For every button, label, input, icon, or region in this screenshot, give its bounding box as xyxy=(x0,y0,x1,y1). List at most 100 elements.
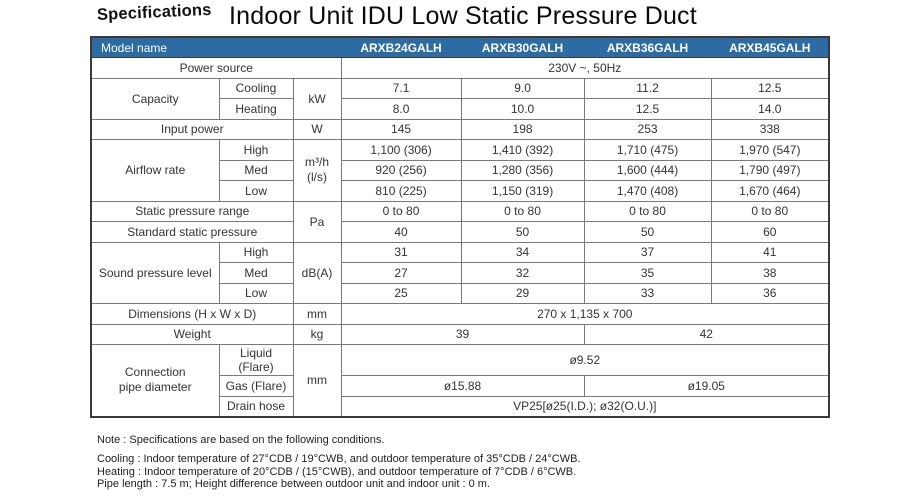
sound-low-row: Low 25 29 33 36 xyxy=(91,282,830,304)
section-label: Specifications xyxy=(96,0,212,24)
input-power-label: Input power xyxy=(90,118,294,140)
airflow-high-value: 1,410 (392) xyxy=(460,139,585,161)
airflow-high-value: 1,100 (306) xyxy=(340,139,462,161)
pipe-diameter-label: Connection pipe diameter xyxy=(90,344,220,417)
capacity-unit: kW xyxy=(292,77,342,120)
input-power-value: 198 xyxy=(460,118,585,140)
airflow-med-value: 1,280 (356) xyxy=(460,159,585,181)
table-header-row: Model name ARXB24GALH ARXB30GALH ARXB36G… xyxy=(90,36,830,58)
input-power-value: 338 xyxy=(710,118,830,140)
input-power-unit: W xyxy=(292,118,342,140)
capacity-heating-value: 12.5 xyxy=(583,98,712,120)
airflow-high-sub-label: High xyxy=(218,139,294,161)
standard-static-pressure-row: Standard static pressure 40 50 50 60 xyxy=(90,221,830,243)
capacity-heating-value: 10.0 xyxy=(460,98,585,120)
model-column-header: ARXB36GALH xyxy=(583,36,712,58)
power-source-value: 230V ~, 50Hz xyxy=(340,57,830,79)
sound-high-value: 37 xyxy=(583,241,712,263)
standard-static-pressure-label: Standard static pressure xyxy=(90,221,294,243)
page-title: Indoor Unit IDU Low Static Pressure Duct xyxy=(229,2,697,30)
sound-unit: dB(A) xyxy=(292,241,342,304)
capacity-cooling-value: 11.2 xyxy=(583,77,712,99)
model-column-header: ARXB24GALH xyxy=(340,36,462,58)
sound-med-value: 38 xyxy=(710,262,830,284)
heating-sub-label: Heating xyxy=(218,98,294,120)
airflow-low-value: 1,470 (408) xyxy=(583,180,712,202)
airflow-low-sub-label: Low xyxy=(218,180,294,202)
capacity-cooling-row: Capacity Cooling kW 7.1 9.0 11.2 12.5 xyxy=(90,77,830,120)
pipe-unit: mm xyxy=(292,344,342,417)
power-source-label: Power source xyxy=(90,57,342,79)
dimensions-label: Dimensions (H x W x D) xyxy=(90,303,294,325)
static-pressure-range-value: 0 to 80 xyxy=(340,200,462,222)
input-power-row: Input power W 145 198 253 338 xyxy=(90,118,830,140)
capacity-heating-value: 8.0 xyxy=(340,98,462,120)
pressure-unit: Pa xyxy=(292,200,342,243)
static-pressure-range-row: Static pressure range Pa 0 to 80 0 to 80… xyxy=(90,200,830,243)
airflow-med-value: 1,790 (497) xyxy=(710,159,830,181)
airflow-low-row: Low 810 (225) 1,150 (319) 1,470 (408) 1,… xyxy=(91,180,830,202)
model-column-header: ARXB45GALH xyxy=(710,36,830,58)
static-pressure-range-value: 0 to 80 xyxy=(710,200,830,222)
airflow-label: Airflow rate xyxy=(90,139,220,202)
notes-section: Note : Specifications are based on the f… xyxy=(97,434,581,491)
sound-med-value: 35 xyxy=(583,262,712,284)
weight-value: 42 xyxy=(583,323,830,345)
sound-low-sub-label: Low xyxy=(218,282,294,304)
capacity-cooling-value: 12.5 xyxy=(710,77,830,99)
note-heating-condition: Heating : Indoor temperature of 20°CDB /… xyxy=(97,465,577,478)
airflow-med-value: 920 (256) xyxy=(340,159,462,181)
sound-low-value: 25 xyxy=(340,282,462,304)
static-pressure-range-label: Static pressure range xyxy=(90,200,294,222)
note-pipe-condition: Pipe length : 7.5 m; Height difference b… xyxy=(97,478,490,491)
airflow-med-value: 1,600 (444) xyxy=(583,159,712,181)
model-name-header: Model name xyxy=(90,36,342,58)
standard-static-pressure-value: 60 xyxy=(710,221,830,243)
airflow-low-value: 1,150 (319) xyxy=(460,180,585,202)
sound-high-value: 41 xyxy=(710,241,830,263)
sound-label: Sound pressure level xyxy=(90,241,220,304)
standard-static-pressure-value: 50 xyxy=(460,221,585,243)
sound-med-sub-label: Med xyxy=(218,262,294,284)
airflow-high-row: Airflow rate High m³/h (l/s) 1,100 (306)… xyxy=(90,139,830,202)
static-pressure-range-value: 0 to 80 xyxy=(460,200,585,222)
standard-static-pressure-value: 40 xyxy=(340,221,462,243)
dimensions-unit: mm xyxy=(292,303,342,325)
specifications-table: Model name ARXB24GALH ARXB30GALH ARXB36G… xyxy=(90,36,831,418)
pipe-drain-row: Drain hose VP25[ø25(I.D.); ø32(O.U.)] xyxy=(91,395,830,417)
weight-value: 39 xyxy=(340,323,585,345)
static-pressure-range-value: 0 to 80 xyxy=(583,200,712,222)
sound-high-value: 34 xyxy=(460,241,585,263)
input-power-value: 145 xyxy=(340,118,462,140)
pipe-drain-sub-label: Drain hose xyxy=(218,395,294,417)
sound-med-row: Med 27 32 35 38 xyxy=(91,262,830,284)
sound-low-value: 29 xyxy=(460,282,585,304)
pipe-gas-value: ø15.88 xyxy=(340,375,585,397)
sound-med-value: 32 xyxy=(460,262,585,284)
note-cooling-condition: Cooling : Indoor temperature of 27°CDB /… xyxy=(97,453,581,465)
pipe-liquid-row: Connection pipe diameter Liquid (Flare) … xyxy=(90,344,830,417)
sound-high-value: 31 xyxy=(340,241,462,263)
pipe-liquid-value: ø9.52 xyxy=(340,344,830,376)
sound-med-value: 27 xyxy=(340,262,462,284)
airflow-low-value: 1,670 (464) xyxy=(710,180,830,202)
weight-row: Weight kg 39 42 xyxy=(90,323,830,345)
dimensions-row: Dimensions (H x W x D) mm 270 x 1,135 x … xyxy=(90,303,830,325)
input-power-value: 253 xyxy=(583,118,712,140)
sound-high-row: Sound pressure level High dB(A) 31 34 37… xyxy=(90,241,830,304)
airflow-med-sub-label: Med xyxy=(218,159,294,181)
capacity-heating-value: 14.0 xyxy=(710,98,830,120)
cooling-sub-label: Cooling xyxy=(218,77,294,99)
weight-unit: kg xyxy=(292,323,342,345)
pipe-drain-value: VP25[ø25(I.D.); ø32(O.U.)] xyxy=(340,395,830,417)
capacity-label: Capacity xyxy=(90,77,220,120)
pipe-gas-value: ø19.05 xyxy=(583,375,830,397)
title-bar: Specifications Indoor Unit IDU Low Stati… xyxy=(0,0,900,36)
standard-static-pressure-value: 50 xyxy=(583,221,712,243)
sound-low-value: 36 xyxy=(710,282,830,304)
model-column-header: ARXB30GALH xyxy=(460,36,585,58)
capacity-cooling-value: 7.1 xyxy=(340,77,462,99)
note-heading: Note : Specifications are based on the f… xyxy=(97,434,385,446)
power-source-row: Power source 230V ~, 50Hz xyxy=(90,57,830,79)
airflow-low-value: 810 (225) xyxy=(340,180,462,202)
